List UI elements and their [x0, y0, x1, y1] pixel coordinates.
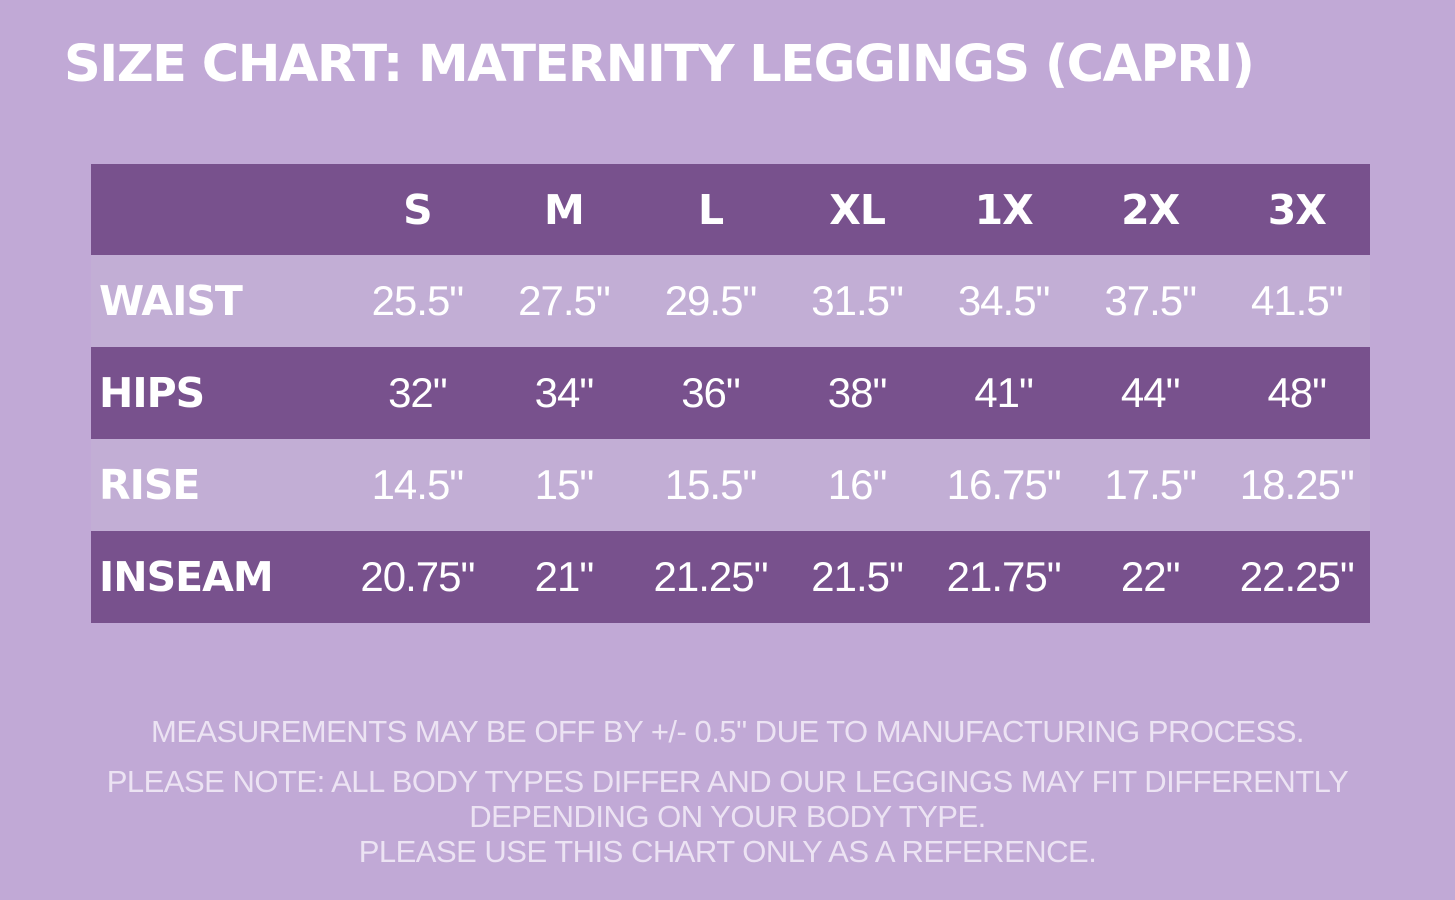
body-type-note-line-1: PLEASE NOTE: ALL BODY TYPES DIFFER AND O… — [106, 764, 1349, 799]
table-cell: 20.75" — [360, 553, 475, 600]
table-row-waist: WAIST 25.5" 27.5" 29.5" 31.5" 34.5" 37.5… — [91, 255, 1370, 347]
size-header-s: S — [403, 185, 433, 234]
table-cell: 37.5" — [1104, 277, 1197, 324]
table-row-rise: RISE 14.5" 15" 15.5" 16" 16.75" 17.5" 18… — [91, 439, 1370, 531]
table-cell: 17.5" — [1104, 461, 1197, 508]
row-label-hips: HIPS — [99, 369, 205, 417]
table-cell: 36" — [681, 369, 741, 416]
table-cell: 25.5" — [371, 277, 465, 324]
table-cell: 34" — [534, 369, 595, 416]
table-cell: 22" — [1120, 553, 1181, 600]
body-type-note-line-2: DEPENDING ON YOUR BODY TYPE. — [469, 799, 986, 834]
table-cell: 21.75" — [946, 553, 1062, 600]
table-cell: 48" — [1267, 369, 1327, 416]
measurement-note: MEASUREMENTS MAY BE OFF BY +/- 0.5" DUE … — [151, 714, 1305, 749]
size-header-m: M — [544, 185, 585, 234]
size-header-xl: XL — [829, 185, 886, 234]
table-cell: 15.5" — [664, 461, 758, 508]
size-header-3x: 3X — [1267, 185, 1327, 234]
size-header-1x: 1X — [974, 185, 1034, 234]
table-cell: 32" — [388, 369, 448, 416]
table-row-hips: HIPS 32" 34" 36" 38" 41" 44" 48" — [91, 347, 1370, 439]
table-cell: 16.75" — [946, 461, 1062, 508]
reference-note: PLEASE USE THIS CHART ONLY AS A REFERENC… — [358, 834, 1097, 869]
table-cell: 29.5" — [664, 277, 758, 324]
table-cell: 41" — [974, 369, 1034, 416]
table-cell: 18.25" — [1239, 461, 1355, 508]
table-cell: 21" — [534, 553, 595, 600]
table-header-row: S M L XL 1X 2X 3X — [91, 164, 1370, 255]
row-label-inseam: INSEAM — [99, 553, 274, 601]
table-cell: 44" — [1120, 369, 1181, 416]
table-cell: 34.5" — [957, 277, 1051, 324]
table-cell: 16" — [827, 461, 888, 508]
page-title: SIZE CHART: MATERNITY LEGGINGS (CAPRI) — [64, 35, 1255, 94]
row-label-rise: RISE — [99, 461, 200, 509]
table-cell: 27.5" — [518, 277, 611, 324]
size-chart-table: S M L XL 1X 2X 3X WAIST 25.5" 27.5" 29.5… — [91, 164, 1370, 623]
size-header-2x: 2X — [1121, 185, 1180, 234]
row-label-waist: WAIST — [99, 277, 243, 325]
table-cell: 38" — [827, 369, 888, 416]
table-cell: 41.5" — [1250, 277, 1344, 324]
size-header-l: L — [697, 185, 724, 234]
table-cell: 21.5" — [811, 553, 904, 600]
table-cell: 14.5" — [371, 461, 465, 508]
table-cell: 31.5" — [811, 277, 904, 324]
disclaimer-notes: MEASUREMENTS MAY BE OFF BY +/- 0.5" DUE … — [0, 712, 1455, 869]
table-row-inseam: INSEAM 20.75" 21" 21.25" 21.5" 21.75" 22… — [91, 531, 1370, 623]
table-cell: 21.25" — [653, 553, 769, 600]
table-cell: 22.25" — [1239, 553, 1355, 600]
table-cell: 15" — [534, 461, 595, 508]
